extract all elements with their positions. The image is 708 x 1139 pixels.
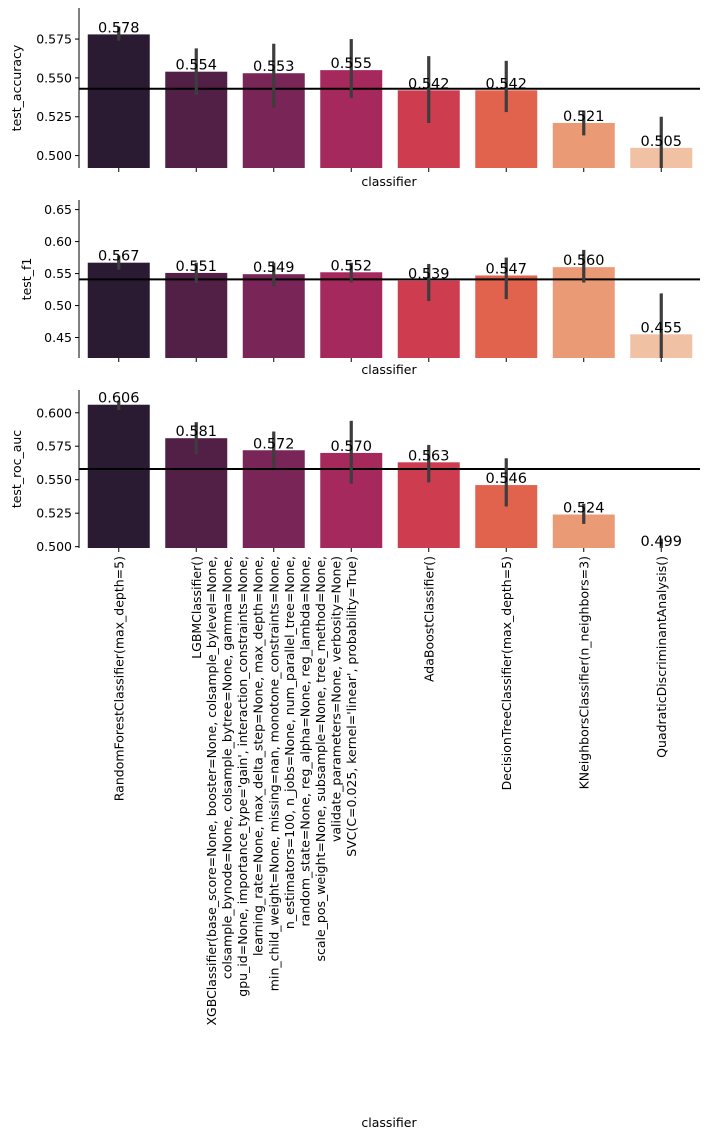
x-tick-label: learning_rate=None, max_delta_step=None,… xyxy=(251,556,266,956)
y-tick-label: 0.575 xyxy=(36,439,72,454)
bar xyxy=(165,272,228,358)
bar xyxy=(165,438,228,548)
x-tick-label: n_estimators=100, n_jobs=None, num_paral… xyxy=(282,556,297,929)
y-axis-label: test_f1 xyxy=(19,258,34,301)
y-tick-label: 0.525 xyxy=(36,109,72,124)
data-label: 0.547 xyxy=(485,261,527,277)
bar xyxy=(87,262,150,358)
bar xyxy=(87,34,150,168)
x-tick-label: SVC(C=0.025, kernel='linear', probabilit… xyxy=(344,556,359,857)
data-label: 0.563 xyxy=(408,448,450,464)
y-tick-label: 0.65 xyxy=(44,202,72,217)
y-tick-label: 0.600 xyxy=(36,405,72,420)
data-label: 0.552 xyxy=(330,258,372,274)
y-tick-label: 0.575 xyxy=(36,32,72,47)
data-label: 0.553 xyxy=(253,59,295,75)
y-tick-label: 0.500 xyxy=(36,539,72,554)
y-tick-label: 0.60 xyxy=(44,234,72,249)
y-tick-label: 0.550 xyxy=(36,70,72,85)
data-label: 0.578 xyxy=(98,20,140,36)
data-label: 0.455 xyxy=(640,320,682,336)
x-tick-label: QuadraticDiscriminantAnalysis() xyxy=(654,556,669,758)
y-tick-label: 0.50 xyxy=(44,298,72,313)
x-tick-label: AdaBoostClassifier() xyxy=(421,556,436,682)
data-label: 0.555 xyxy=(330,56,372,72)
x-tick-label: DecisionTreeClassifier(max_depth=5) xyxy=(499,556,514,790)
x-tick-label: LGBMClassifier() xyxy=(189,556,204,659)
x-axis-label: classifier xyxy=(361,1115,417,1130)
x-axis-label: classifier xyxy=(361,174,417,189)
data-label: 0.572 xyxy=(253,436,295,452)
x-tick-label: XGBClassifier(base_score=None, booster=N… xyxy=(204,556,219,1026)
data-label: 0.581 xyxy=(175,424,217,440)
x-tick-label: validate_parameters=None, verbosity=None… xyxy=(329,556,344,842)
bar xyxy=(87,404,150,548)
y-tick-label: 0.55 xyxy=(44,266,72,281)
bar xyxy=(242,274,305,358)
data-label: 0.505 xyxy=(640,134,682,150)
x-tick-label: random_state=None, reg_alpha=None, reg_l… xyxy=(297,556,312,926)
x-tick-label: colsample_bynode=None, colsample_bytree=… xyxy=(219,556,234,979)
data-label: 0.521 xyxy=(563,109,605,125)
data-label: 0.499 xyxy=(640,534,682,550)
data-label: 0.542 xyxy=(408,76,450,92)
y-axis-label: test_accuracy xyxy=(9,44,24,131)
x-tick-label: gpu_id=None, importance_type='gain', int… xyxy=(235,556,250,997)
data-label: 0.606 xyxy=(98,391,140,407)
x-tick-label: KNeighborsClassifier(n_neighbors=3) xyxy=(576,556,591,789)
x-axis-label: classifier xyxy=(361,362,417,377)
data-label: 0.549 xyxy=(253,260,295,276)
y-axis-label: test_roc_auc xyxy=(9,430,24,508)
x-tick-label: scale_pos_weight=None, subsample=None, t… xyxy=(313,556,328,962)
data-label: 0.570 xyxy=(330,439,372,455)
y-tick-label: 0.550 xyxy=(36,472,72,487)
data-label: 0.524 xyxy=(563,501,605,517)
data-label: 0.554 xyxy=(175,58,217,74)
y-tick-label: 0.500 xyxy=(36,148,72,163)
data-label: 0.551 xyxy=(175,259,217,275)
data-label: 0.539 xyxy=(408,267,450,283)
data-label: 0.567 xyxy=(98,249,140,265)
x-tick-label: min_child_weight=None, missing=nan, mono… xyxy=(266,556,281,991)
bar xyxy=(320,272,383,358)
x-tick-label: RandomForestClassifier(max_depth=5) xyxy=(111,556,126,801)
data-label: 0.542 xyxy=(485,76,527,92)
data-label: 0.560 xyxy=(563,253,605,269)
y-tick-label: 0.45 xyxy=(44,330,72,345)
data-label: 0.546 xyxy=(485,471,527,487)
y-tick-label: 0.525 xyxy=(36,506,72,521)
